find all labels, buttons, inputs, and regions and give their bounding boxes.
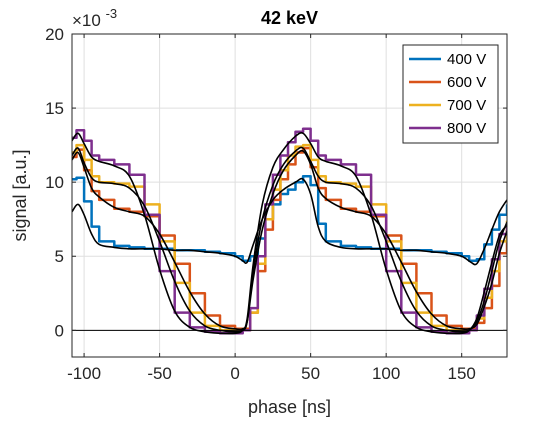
y-tick-label: 15 xyxy=(45,99,64,118)
x-tick-label: 150 xyxy=(448,364,476,383)
legend-label: 800 V xyxy=(447,120,486,137)
y-exponent-power: -3 xyxy=(106,6,118,21)
axes-box xyxy=(71,33,508,358)
x-tick-label: -100 xyxy=(67,364,101,383)
y-axis-label: signal [a.u.] xyxy=(10,149,30,241)
y-tick-label: 0 xyxy=(55,321,64,340)
fit-layer xyxy=(72,132,507,335)
chart-title: 42 keV xyxy=(261,8,318,28)
axis-ticks: -100 -50 0 50 100 150 0 5 10 15 20 xyxy=(45,25,507,383)
y-exponent-base: ×10 xyxy=(72,11,101,30)
legend-label: 400 V xyxy=(447,51,486,68)
plot-content xyxy=(72,127,507,335)
y-tick-label: 5 xyxy=(55,247,64,266)
y-tick-label: 10 xyxy=(45,173,64,192)
x-tick-label: -50 xyxy=(147,364,172,383)
legend-label: 700 V xyxy=(447,97,486,114)
x-tick-label: 0 xyxy=(230,364,239,383)
y-tick-label: 20 xyxy=(45,25,64,44)
fit-curve-2 xyxy=(72,149,507,331)
x-tick-label: 50 xyxy=(301,364,320,383)
fit-curve-4 xyxy=(72,132,507,335)
fit-curve-1 xyxy=(72,177,507,266)
x-axis-label: phase [ns] xyxy=(248,397,331,417)
legend-label: 600 V xyxy=(447,74,486,91)
legend: 400 V 600 V 700 V 800 V xyxy=(402,44,499,144)
y-axis-exponent: ×10 -3 xyxy=(72,6,117,30)
x-tick-label: 100 xyxy=(372,364,400,383)
legend-box xyxy=(402,44,499,144)
series-line-400-v xyxy=(72,174,507,262)
